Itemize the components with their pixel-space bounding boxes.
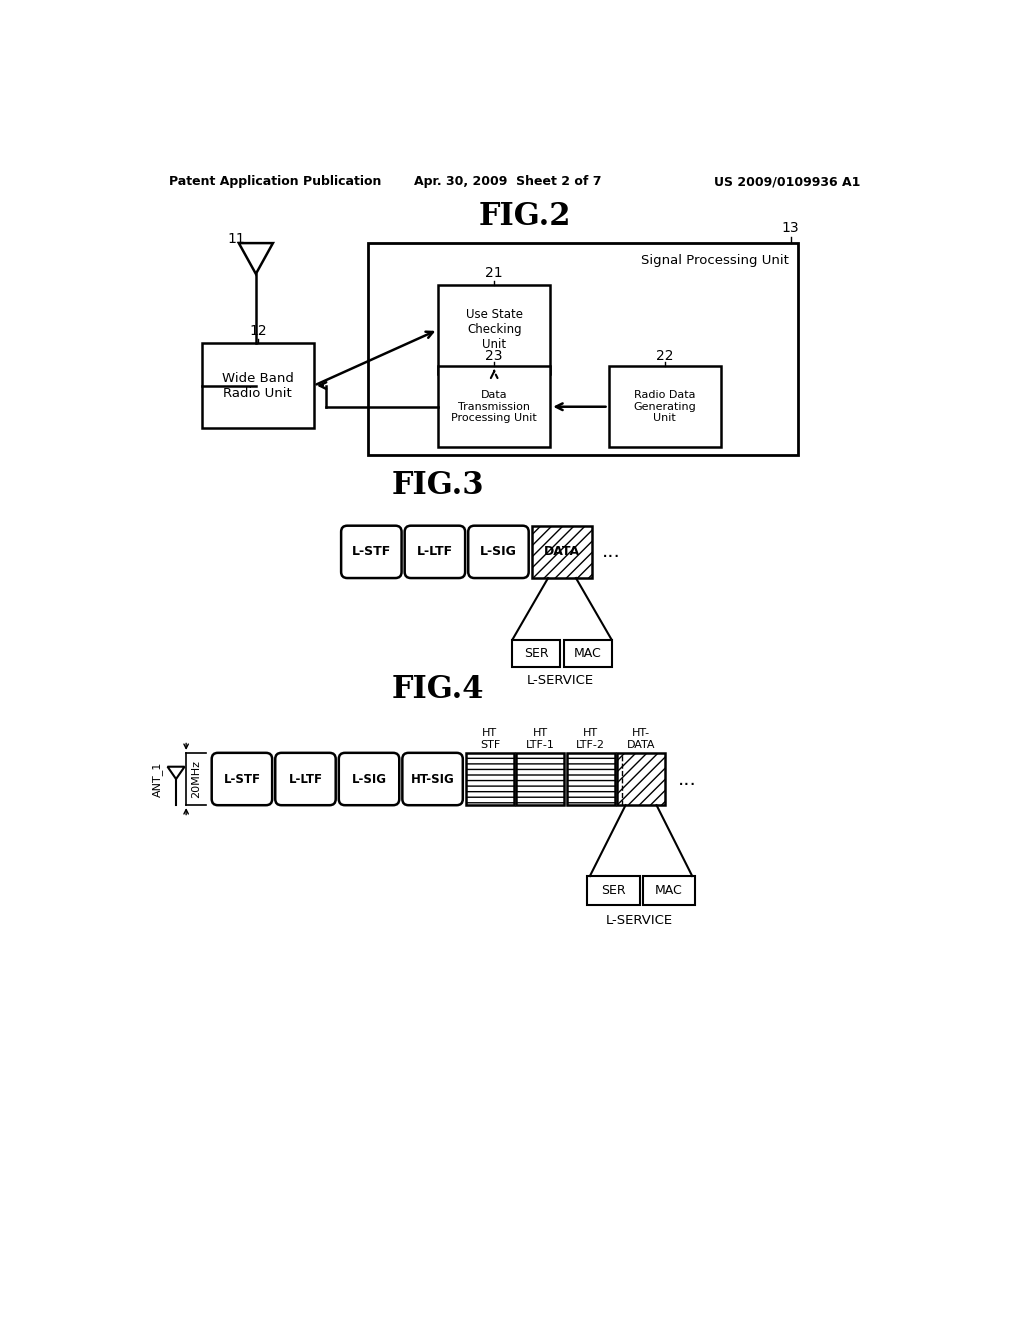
Text: 11: 11	[227, 232, 246, 247]
Text: FIG.2: FIG.2	[478, 201, 571, 231]
Text: L-STF: L-STF	[351, 545, 391, 558]
Text: Radio Data
Generating
Unit: Radio Data Generating Unit	[633, 391, 696, 424]
Bar	[531, 525, 592, 578]
Text: Wide Band
Radio Unit: Wide Band Radio Unit	[222, 371, 294, 400]
FancyBboxPatch shape	[275, 752, 336, 805]
Text: SER: SER	[601, 884, 626, 898]
Text: HT-SIG: HT-SIG	[411, 772, 455, 785]
Text: Patent Application Publication: Patent Application Publication	[169, 176, 381, 187]
Text: LTF-2: LTF-2	[577, 741, 605, 750]
Text: L-SIG: L-SIG	[351, 772, 386, 785]
Text: DATA: DATA	[627, 741, 655, 750]
Text: ...: ...	[601, 543, 621, 561]
Text: 21: 21	[485, 267, 503, 280]
Text: ...: ...	[678, 770, 697, 788]
Text: 12: 12	[249, 323, 266, 338]
Text: DATA: DATA	[544, 545, 580, 558]
Bar	[608, 367, 721, 447]
Text: 22: 22	[656, 348, 674, 363]
FancyBboxPatch shape	[341, 525, 401, 578]
Text: MAC: MAC	[655, 884, 683, 898]
Text: HT: HT	[532, 727, 548, 738]
FancyBboxPatch shape	[212, 752, 272, 805]
Bar	[438, 285, 550, 374]
Polygon shape	[168, 767, 184, 779]
Text: Data
Transmission
Processing Unit: Data Transmission Processing Unit	[452, 391, 537, 424]
Text: HT-: HT-	[632, 727, 650, 738]
FancyBboxPatch shape	[339, 752, 399, 805]
Text: MAC: MAC	[573, 647, 601, 660]
Text: Use State
Checking
Unit: Use State Checking Unit	[466, 309, 522, 351]
Text: STF: STF	[480, 741, 500, 750]
Text: L-STF: L-STF	[223, 772, 260, 785]
Bar	[563, 640, 611, 667]
Text: SER: SER	[524, 647, 549, 660]
Text: L-LTF: L-LTF	[417, 545, 453, 558]
Text: Signal Processing Unit: Signal Processing Unit	[641, 253, 790, 267]
Text: Apr. 30, 2009  Sheet 2 of 7: Apr. 30, 2009 Sheet 2 of 7	[414, 176, 601, 187]
Bar	[466, 752, 514, 805]
Text: 20MHz: 20MHz	[191, 760, 201, 799]
Text: HT: HT	[583, 727, 598, 738]
Text: L-SERVICE: L-SERVICE	[527, 675, 594, 686]
Bar	[643, 876, 695, 906]
Text: L-SERVICE: L-SERVICE	[606, 915, 673, 927]
Text: 23: 23	[485, 348, 503, 363]
Text: FIG.3: FIG.3	[392, 470, 484, 502]
Text: L-LTF: L-LTF	[289, 772, 323, 785]
Text: US 2009/0109936 A1: US 2009/0109936 A1	[714, 176, 860, 187]
Bar	[369, 243, 799, 455]
Bar	[566, 752, 614, 805]
Text: L-SIG: L-SIG	[480, 545, 517, 558]
Text: FIG.4: FIG.4	[392, 675, 484, 705]
Bar	[512, 640, 560, 667]
Bar	[202, 343, 314, 428]
Bar	[617, 752, 665, 805]
Text: LTF-1: LTF-1	[526, 741, 555, 750]
FancyBboxPatch shape	[402, 752, 463, 805]
Bar	[587, 876, 640, 906]
Text: 13: 13	[781, 220, 800, 235]
Bar	[516, 752, 564, 805]
FancyBboxPatch shape	[468, 525, 528, 578]
Polygon shape	[239, 243, 273, 275]
Text: ANT_1: ANT_1	[152, 762, 163, 797]
Bar	[438, 367, 550, 447]
Text: HT: HT	[482, 727, 498, 738]
FancyBboxPatch shape	[404, 525, 465, 578]
